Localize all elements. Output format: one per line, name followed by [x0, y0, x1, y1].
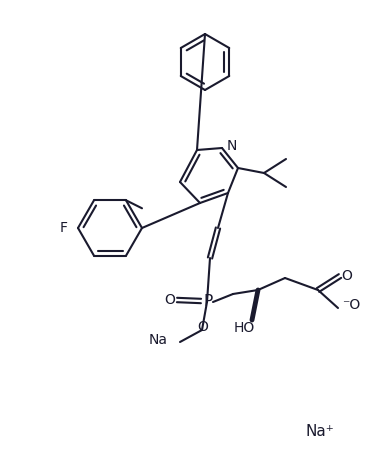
Text: N: N — [227, 139, 237, 153]
Text: O: O — [165, 293, 175, 307]
Text: Na⁺: Na⁺ — [306, 424, 334, 440]
Text: Na: Na — [149, 333, 168, 347]
Text: ⁻O: ⁻O — [342, 298, 360, 312]
Text: P: P — [203, 295, 213, 309]
Text: O: O — [198, 320, 208, 334]
Text: O: O — [342, 269, 352, 283]
Text: F: F — [60, 221, 68, 235]
Text: HO: HO — [233, 321, 255, 335]
